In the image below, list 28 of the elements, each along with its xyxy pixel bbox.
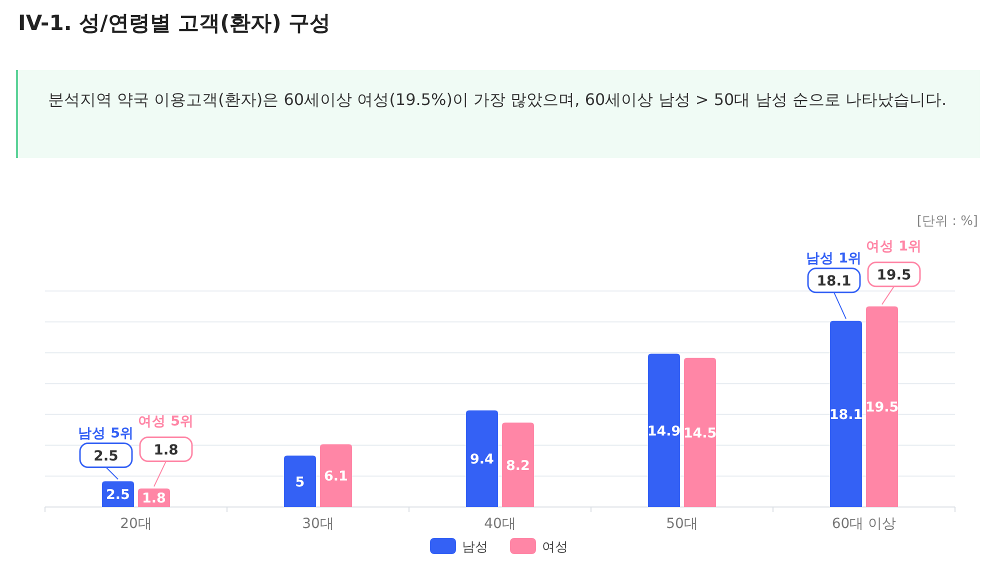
legend-label: 남성 <box>462 540 488 555</box>
data-label: 9.4 <box>470 452 494 468</box>
data-label: 6.1 <box>324 468 348 485</box>
x-tick-label: 60대 이상 <box>832 516 896 532</box>
x-tick-label: 40대 <box>484 516 516 532</box>
chart-title: IV-1. 성/연령별 고객(환자) 구성 <box>18 11 331 35</box>
x-tick-label: 20대 <box>120 516 152 532</box>
data-label: 1.8 <box>142 490 166 507</box>
legend-label: 여성 <box>542 540 568 555</box>
text: 남성 1위 <box>806 250 862 266</box>
chart-subtitle: 분석지역 약국 이용고객(환자)은 60세이상 여성(19.5%)이 가장 많았으며, 60세이상 남성 > 50대 남성 순으로 나타났습니다. <box>48 89 948 111</box>
annotation: 19.5 <box>876 267 912 284</box>
data-label: 8.2 <box>506 458 530 474</box>
text: 여성 1위 <box>866 238 922 254</box>
annotation: 2.5 <box>94 448 118 464</box>
annotation: 18.1 <box>816 273 852 290</box>
data-label: 14.9 <box>647 423 681 440</box>
annotation: 여성 5위 <box>138 413 194 430</box>
data-label: 18.1 <box>829 406 863 423</box>
annotation: 1.8 <box>154 442 178 458</box>
x-tick-label: 30대 <box>302 516 334 532</box>
data-label: 2.5 <box>106 487 130 504</box>
annotation: 남성 5위 <box>78 425 134 442</box>
text: [단위 : %] <box>916 214 978 229</box>
data-label: 19.5 <box>865 400 899 416</box>
data-label: 5 <box>295 474 305 490</box>
x-tick-label: 50대 <box>666 516 698 532</box>
data-label: 14.5 <box>683 425 717 442</box>
